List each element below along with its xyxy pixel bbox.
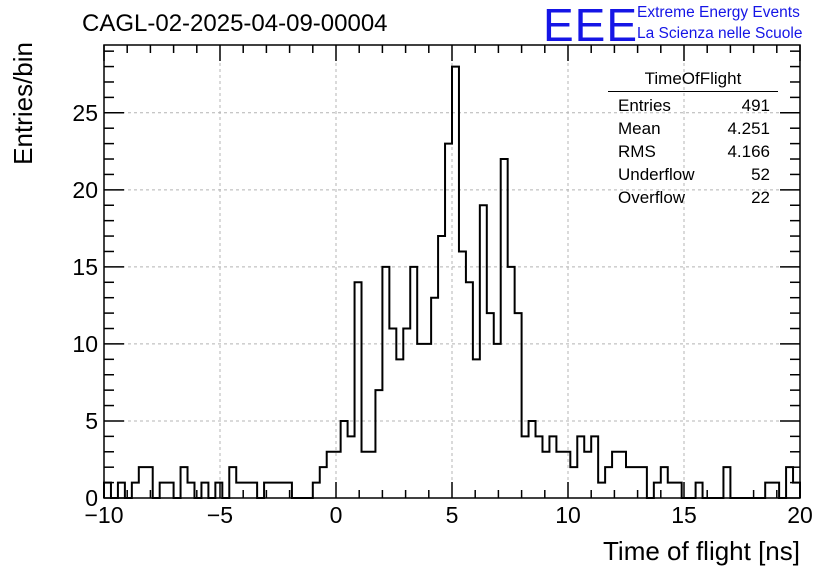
y-tick-label: 25 [72,100,98,126]
eee-logo: EEE [543,0,639,51]
x-tick-label: 0 [330,502,343,528]
stats-value: 52 [751,165,770,184]
stats-label: Underflow [618,165,695,184]
stats-row-underflow: Underflow 52 [608,163,778,186]
tick-labels: −10 −5 0 5 10 15 20 0 5 10 15 20 25 [72,100,812,528]
stats-row-rms: RMS 4.166 [608,140,778,163]
x-tick-label: 20 [787,502,813,528]
stats-value: 22 [751,188,770,207]
y-tick-label: 5 [85,408,98,434]
y-tick-label: 15 [72,254,98,280]
x-tick-label: 10 [555,502,581,528]
stats-value: 4.251 [727,119,770,138]
y-axis-title: Entries/bin [8,42,38,165]
stats-value: 491 [741,96,770,115]
run-title: CAGL-02-2025-04-09-00004 [82,10,388,37]
stats-label: Overflow [618,188,686,207]
axis-ticks [103,45,801,499]
stats-title: TimeOfFlight [608,68,778,92]
stats-row-overflow: Overflow 22 [608,186,778,209]
x-tick-label: 5 [446,502,459,528]
x-axis-title: Time of flight [ns] [603,536,800,566]
stats-value: 4.166 [727,142,770,161]
stats-label: Entries [618,96,671,115]
logo-tagline-2: La Scienza nelle Scuole [637,25,803,42]
x-tick-label: −5 [207,502,233,528]
x-tick-label: 15 [671,502,697,528]
y-tick-label: 0 [85,485,98,511]
stats-box: TimeOfFlight Entries 491 Mean 4.251 RMS … [608,68,778,209]
stats-label: RMS [618,142,656,161]
stats-row-entries: Entries 491 [608,94,778,117]
x-tick-label: −10 [84,502,123,528]
y-tick-label: 10 [72,331,98,357]
stats-label: Mean [618,119,661,138]
stats-row-mean: Mean 4.251 [608,117,778,140]
logo-tagline-1: Extreme Energy Events [637,4,800,21]
y-tick-label: 20 [72,177,98,203]
